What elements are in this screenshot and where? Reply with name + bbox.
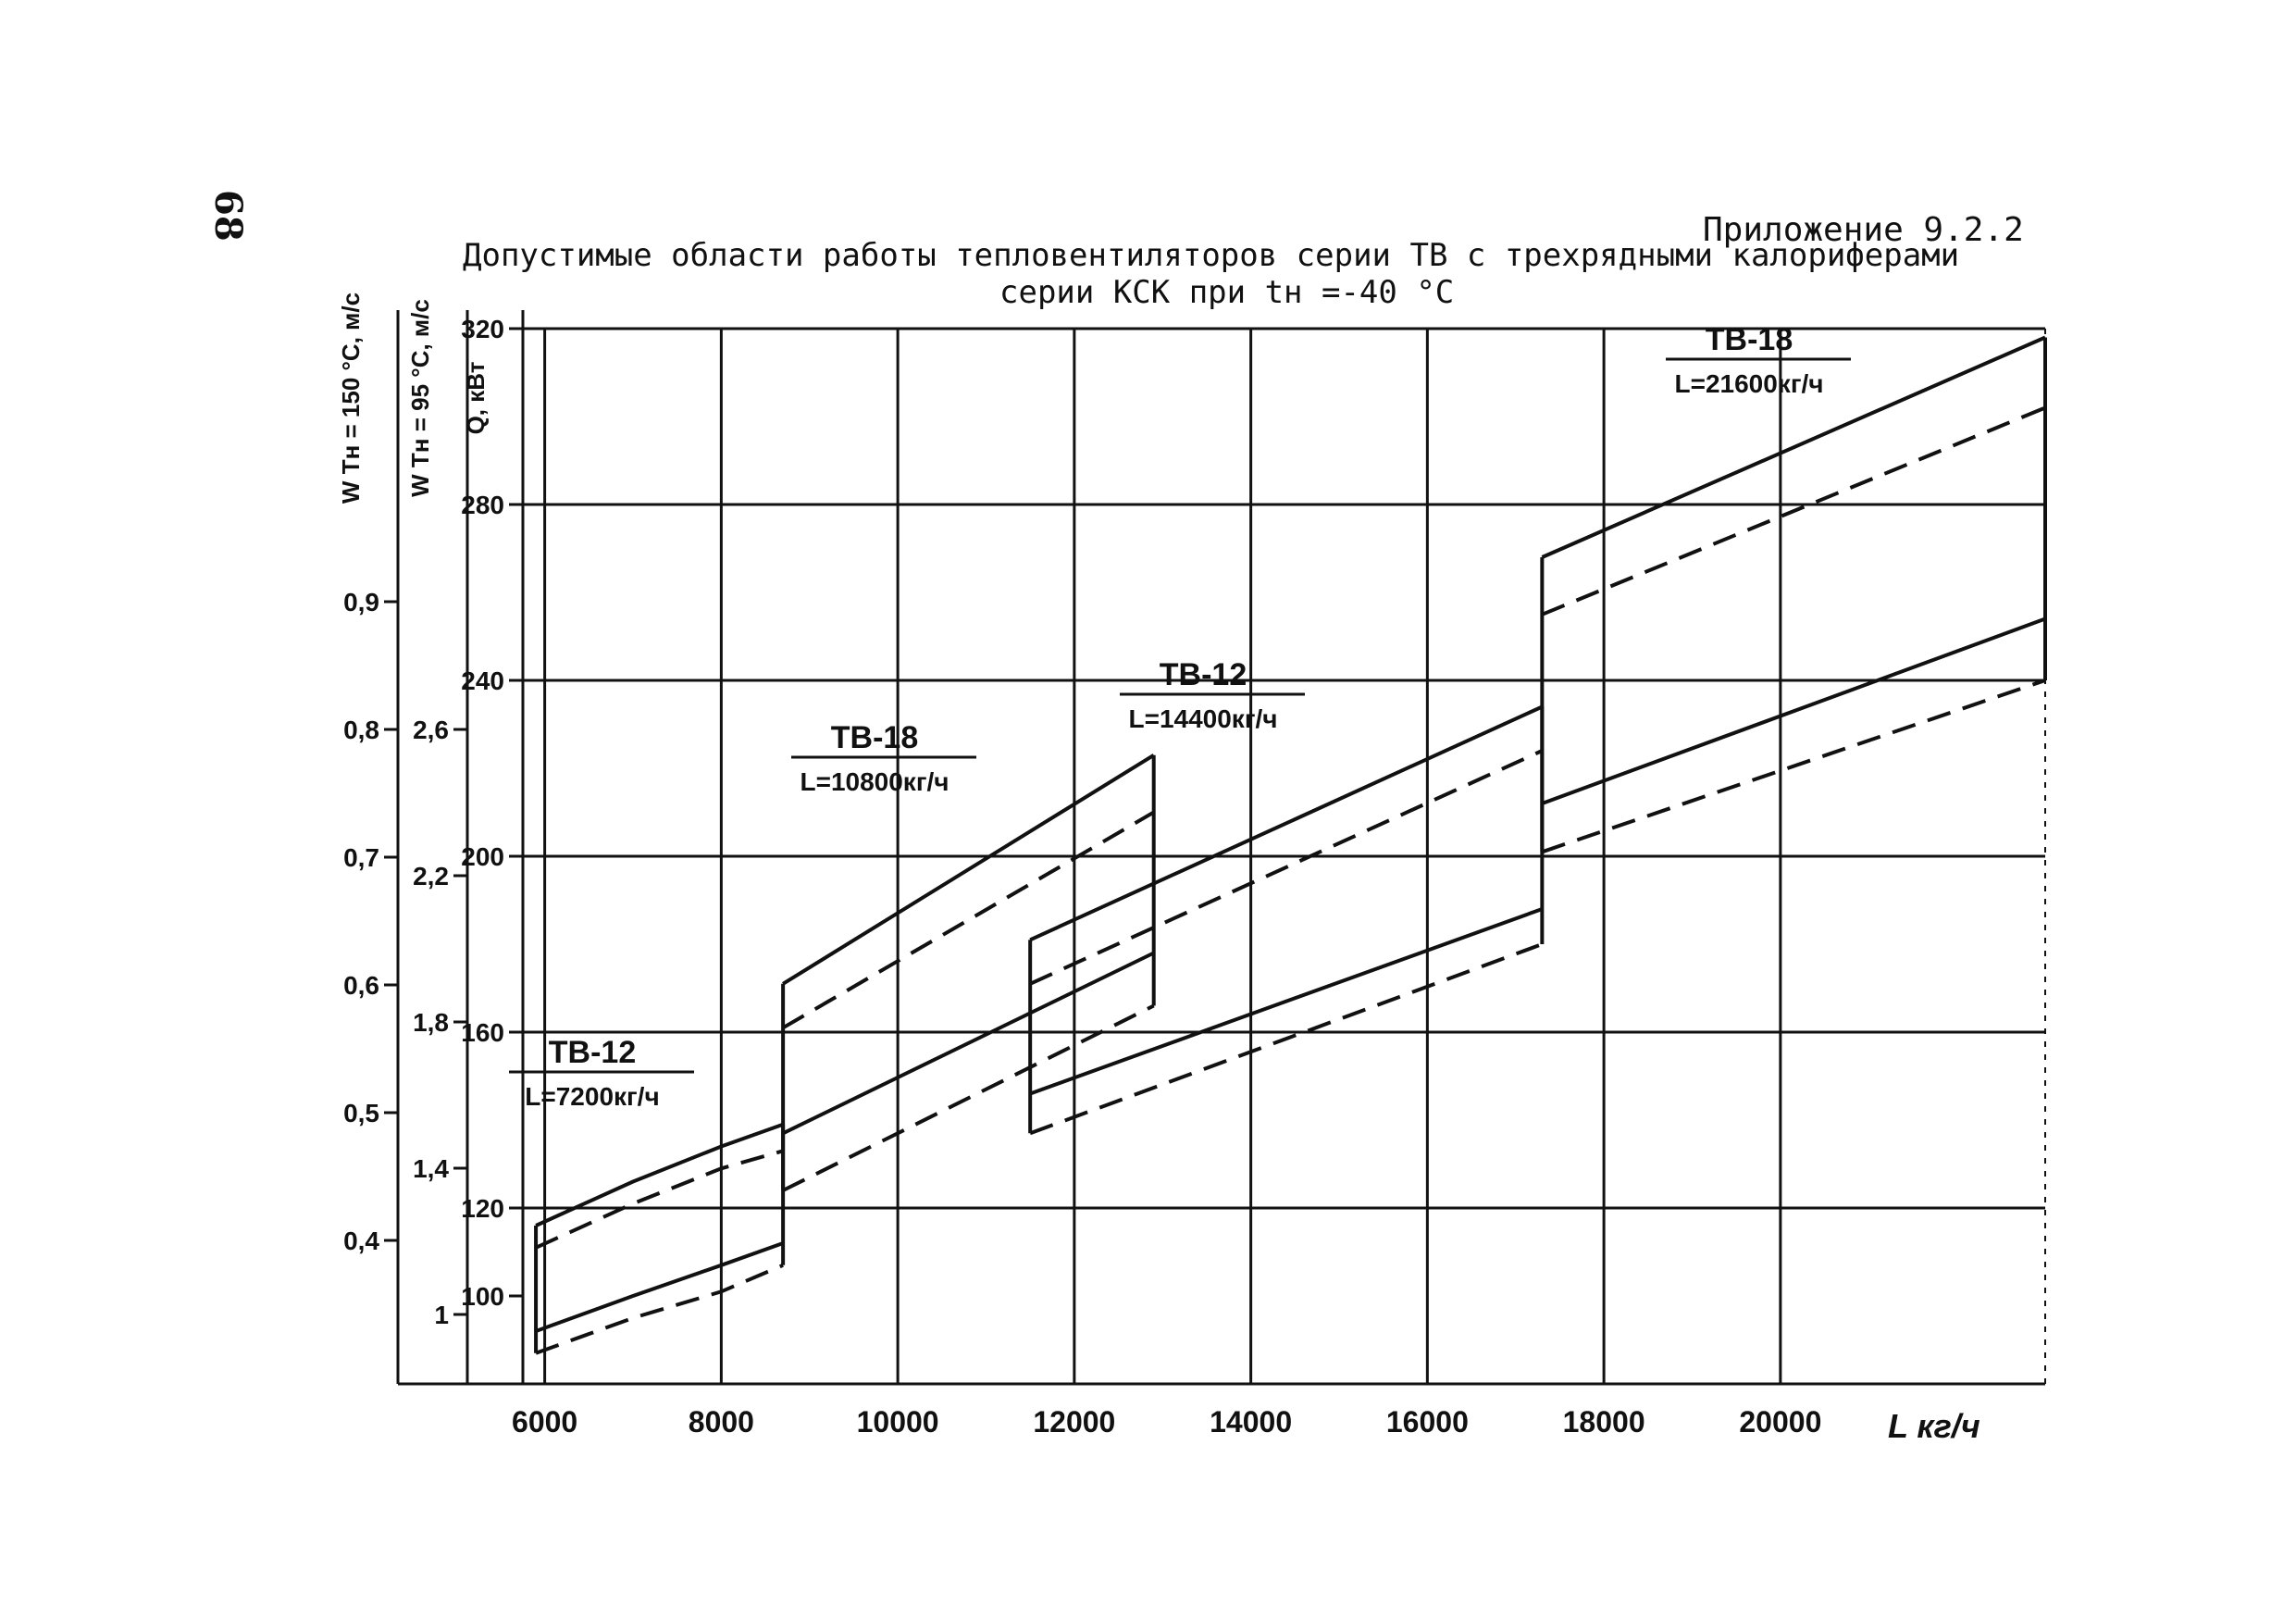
y-tick-label: 2,6 [413,716,449,744]
series-line-dashed [782,810,1155,1030]
x-tick-label: 18000 [1563,1405,1645,1438]
y-tick-label: 0,9 [343,588,379,616]
x-tick-label: 6000 [512,1405,577,1438]
y-tick-label: 0,7 [343,843,379,872]
series-line-solid [782,753,1155,986]
x-tick-label: 10000 [857,1405,939,1438]
y-tick-label: 1,8 [413,1008,449,1037]
y-tick-label: 1 [434,1301,449,1329]
y-tick-label: 0,4 [343,1227,379,1255]
region-flow-label: L=21600кг/ч [1674,369,1823,398]
series-line-dashed [535,1149,784,1250]
region-name-label: ТВ-12 [549,1035,636,1070]
series-line-solid [535,1241,784,1333]
region-flow-label: L=10800кг/ч [800,767,949,796]
series-line-dashed [1029,749,1544,986]
region-name-label: ТВ-18 [1706,322,1793,357]
y-tick-label: 2,2 [413,862,449,890]
series-line-dashed [1029,942,1544,1136]
chart-title-line1: Допустимые области работы тепловентилято… [463,237,1960,274]
y-tick-label: 0,8 [343,716,379,744]
series-line-solid [1029,704,1544,942]
series-line-solid [782,951,1155,1136]
series-line-solid [1541,335,2046,559]
appendix-label: Приложение 9.2.2 [1703,211,2024,249]
x-tick-label: 20000 [1739,1405,1821,1438]
region-flow-label: L=7200кг/ч [525,1082,659,1111]
region-flow-label: L=14400кг/ч [1128,704,1277,733]
series-line-dashed [1541,405,2046,616]
y-tick-label: 0,5 [343,1099,379,1127]
region-name-label: ТВ-12 [1160,657,1247,692]
series-line-dashed [1541,679,2046,854]
y-axis-title: W Tн = 150 °С, м/с [337,293,365,504]
chart-title-line2: серии КСК при tн =-40 °С [999,274,1455,311]
series-line-dashed [535,1263,784,1355]
x-tick-label: 12000 [1033,1405,1115,1438]
x-axis-label: L кг/ч [1888,1407,1980,1445]
y-tick-label: 0,6 [343,971,379,1000]
x-tick-label: 14000 [1210,1405,1292,1438]
series-line-solid [1029,907,1544,1096]
x-tick-label: 8000 [689,1405,754,1438]
x-tick-label: 16000 [1386,1405,1469,1438]
series-line-solid [535,1122,784,1227]
series-line-dashed [782,1003,1155,1192]
y-tick-label: 1,4 [413,1154,449,1183]
y-axis-title: W Tн = 95 °С, м/с [406,299,434,497]
region-name-label: ТВ-18 [831,720,918,755]
series-line-solid [1541,616,2046,805]
